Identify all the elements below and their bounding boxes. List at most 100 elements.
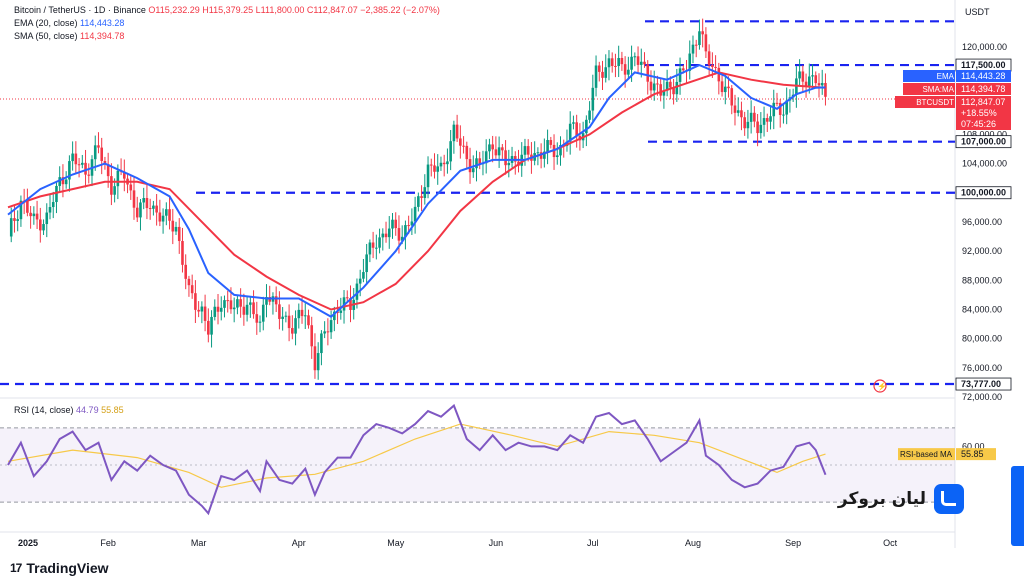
candle-body (303, 315, 307, 317)
candle-body (623, 64, 627, 75)
candle-body (152, 205, 155, 209)
candle-body (523, 146, 527, 155)
candle-body (16, 219, 19, 221)
candle-body (617, 57, 620, 67)
candle-body (449, 141, 452, 162)
candle-body (675, 81, 679, 95)
candle-body (339, 310, 343, 313)
candle-body (29, 212, 32, 217)
candle-body (371, 242, 375, 248)
candle-body (281, 316, 284, 319)
candle-body (100, 147, 103, 161)
candle-body (633, 56, 637, 58)
price-tag-name-box (903, 70, 955, 82)
ema-legend: EMA (20, close) 114,443.28 (14, 17, 124, 29)
candle-body (649, 81, 653, 91)
candle-body (604, 67, 608, 78)
candle-body (594, 65, 598, 88)
candle-body (236, 299, 239, 308)
candle-body (165, 209, 168, 216)
candle-body (743, 117, 746, 129)
candle-body (375, 247, 378, 249)
candle-body (26, 201, 29, 213)
candle-body (436, 166, 440, 172)
candle-body (824, 82, 827, 97)
candle-body (439, 162, 443, 167)
candle-body (77, 164, 81, 166)
candle-body (291, 328, 294, 334)
candle-body (110, 176, 113, 195)
candle-body (184, 264, 188, 279)
candle-body (639, 61, 643, 65)
candle-body (630, 56, 633, 70)
level-tag-label: 117,500.00 (961, 60, 1006, 70)
candle-body (207, 320, 210, 335)
candle-body (368, 242, 372, 255)
candle-body (252, 302, 255, 315)
candle-body (313, 346, 317, 371)
candle-body (226, 300, 230, 302)
candle-body (717, 67, 721, 82)
candle-body (229, 300, 233, 310)
candle-body (736, 110, 740, 113)
candle-body (652, 83, 656, 91)
ema-20-line (7, 64, 826, 319)
candle-body (442, 162, 446, 165)
candle-body (284, 315, 288, 317)
candle-body (310, 325, 314, 347)
candle-body (200, 306, 204, 312)
candle-body (51, 202, 55, 208)
candle-body (678, 68, 682, 82)
candle-body (575, 122, 578, 136)
candle-body (61, 177, 65, 185)
candle-body (223, 300, 226, 308)
candle-body (148, 208, 152, 210)
candle-body (759, 124, 763, 134)
y-tick-label: 72,000.00 (962, 392, 1002, 402)
candle-body (278, 304, 281, 319)
candle-body (423, 187, 427, 198)
candle-body (694, 44, 698, 46)
candle-body (391, 219, 394, 229)
tradingview-logo: 17 TradingView (10, 560, 109, 576)
price-tag-box (956, 96, 1011, 130)
candle-body (9, 218, 13, 237)
candle-body (307, 315, 310, 326)
ema-label: EMA (20, close) (14, 18, 78, 28)
candle-body (426, 164, 430, 188)
candle-body (814, 75, 818, 84)
candle-body (465, 145, 469, 160)
candle-body (333, 311, 336, 321)
candle-body (591, 87, 595, 111)
candle-body (161, 215, 165, 222)
candle-body (404, 225, 407, 237)
sma-50-line (7, 71, 826, 311)
candle-body (258, 321, 262, 323)
candle-body (255, 314, 259, 323)
candle-body (452, 124, 456, 142)
candle-body (568, 123, 572, 142)
candle-body (555, 155, 559, 158)
candle-body (691, 44, 695, 54)
x-tick-label: May (387, 538, 405, 548)
candle-body (688, 53, 692, 71)
candle-body (64, 179, 68, 185)
currency-label: USDT (965, 7, 990, 17)
candle-body (597, 65, 601, 72)
candle-body (546, 140, 549, 152)
y-tick-label: 80,000.00 (962, 334, 1002, 344)
side-tab[interactable] (1011, 466, 1024, 546)
candle-body (35, 213, 39, 220)
candle-body (58, 177, 61, 186)
candle-body (400, 236, 404, 241)
candle-body (116, 170, 120, 187)
candle-body (139, 202, 142, 218)
candle-body (429, 164, 433, 166)
sma-value: 114,394.78 (80, 31, 125, 41)
brand-name: لیان بروکر (837, 489, 926, 509)
rsi-ma-name-box (898, 448, 955, 461)
y-tick-label: 104,000.00 (962, 159, 1007, 169)
event-bolt-glyph: ⚡ (877, 381, 887, 391)
candle-body (174, 226, 178, 232)
